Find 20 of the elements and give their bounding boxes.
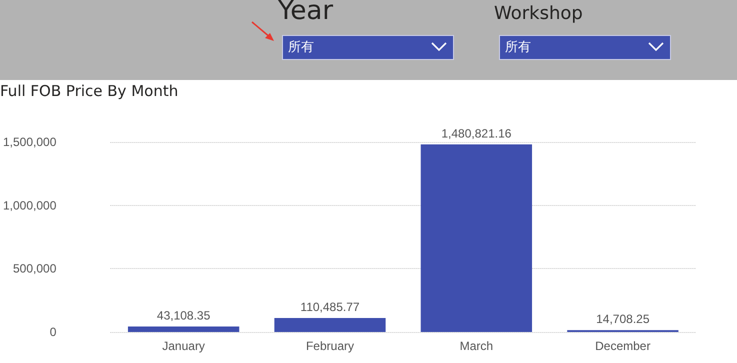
data-label: 1,480,821.16 bbox=[441, 126, 512, 140]
x-tick-label: December bbox=[595, 339, 650, 353]
text: Year bbox=[278, 0, 334, 26]
y-tick-label: 500,000 bbox=[12, 262, 57, 276]
data-label: 43,108.35 bbox=[156, 308, 211, 323]
x-tick-label: February bbox=[306, 339, 354, 353]
chart-title: Full FOB Price By Month bbox=[0, 82, 178, 100]
dropdown: 所有 bbox=[499, 35, 671, 60]
y-tick-label: 0 bbox=[50, 325, 57, 339]
y-tick-label: 1,500,000 bbox=[2, 135, 57, 149]
x-tick-label: March bbox=[460, 339, 494, 353]
data-label: 110,485.77 bbox=[300, 300, 360, 314]
bar bbox=[420, 144, 532, 332]
x-tick-label: January bbox=[162, 339, 205, 353]
data-label: 14,708.25 bbox=[596, 312, 650, 326]
text: Workshop bbox=[494, 3, 583, 24]
bar bbox=[274, 318, 386, 332]
bar bbox=[128, 326, 240, 332]
y-tick-label: 1,000,000 bbox=[2, 198, 57, 212]
dropdown: 所有 bbox=[282, 35, 454, 60]
